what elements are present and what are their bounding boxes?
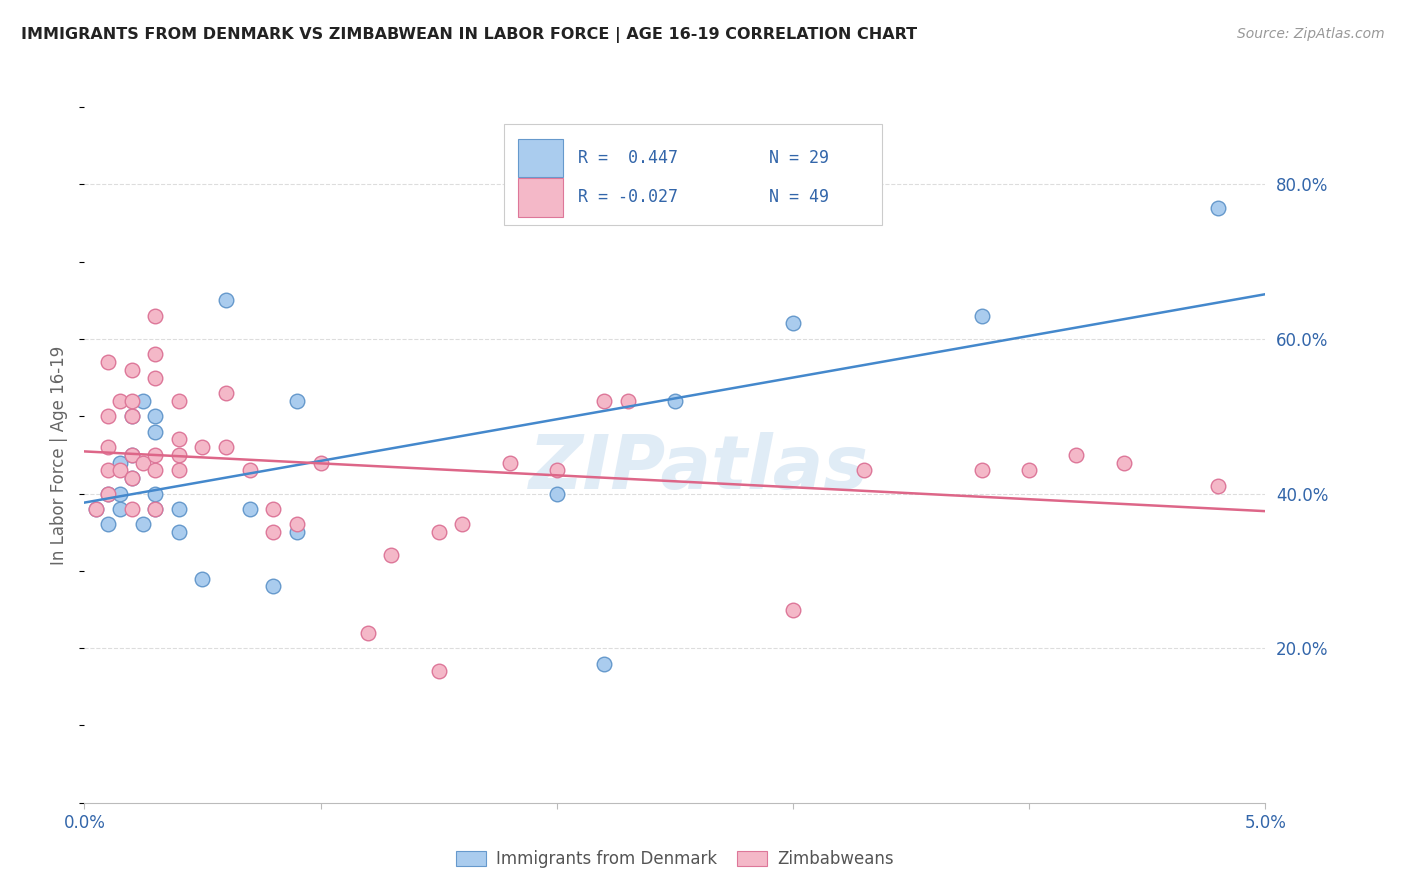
Point (121, 363, 143, 377)
Point (121, 393, 143, 408)
Point (782, 317, 804, 331)
Point (1066, 448, 1088, 462)
Point (108, 456, 131, 470)
Point (167, 525, 190, 540)
FancyBboxPatch shape (517, 178, 562, 217)
Point (97, 440, 120, 454)
Point (309, 456, 332, 470)
Point (1206, 479, 1229, 493)
Point (546, 463, 568, 477)
Point (121, 409, 143, 424)
Point (84, 502, 107, 516)
Text: ZIPatlas: ZIPatlas (529, 433, 869, 506)
Point (167, 502, 190, 516)
Point (262, 579, 284, 593)
Point (167, 433, 190, 447)
Text: N = 49: N = 49 (769, 188, 830, 206)
Point (143, 502, 166, 516)
Point (108, 463, 131, 477)
FancyBboxPatch shape (517, 138, 562, 177)
Point (132, 393, 155, 408)
Point (108, 486, 131, 500)
Point (970, 309, 993, 323)
Point (143, 502, 166, 516)
Point (357, 625, 380, 640)
Y-axis label: In Labor Force | Age 16-19: In Labor Force | Age 16-19 (51, 345, 69, 565)
Point (143, 486, 166, 500)
Point (664, 393, 686, 408)
Point (191, 440, 214, 454)
Point (191, 572, 214, 586)
Point (970, 463, 993, 477)
Point (97, 463, 120, 477)
Point (852, 463, 875, 477)
Point (1112, 456, 1135, 470)
Point (285, 517, 308, 532)
Text: IMMIGRANTS FROM DENMARK VS ZIMBABWEAN IN LABOR FORCE | AGE 16-19 CORRELATION CHA: IMMIGRANTS FROM DENMARK VS ZIMBABWEAN IN… (21, 27, 917, 43)
Point (97, 517, 120, 532)
Point (143, 409, 166, 424)
Point (143, 309, 166, 323)
Point (143, 448, 166, 462)
Point (285, 525, 308, 540)
Point (616, 393, 638, 408)
Point (143, 463, 166, 477)
Point (215, 386, 238, 401)
Point (451, 517, 474, 532)
Point (121, 448, 143, 462)
Point (167, 448, 190, 462)
Point (215, 440, 238, 454)
Point (285, 393, 308, 408)
Point (1018, 463, 1040, 477)
Text: R = -0.027: R = -0.027 (578, 188, 678, 206)
Point (97, 355, 120, 369)
Point (239, 502, 262, 516)
Text: N = 29: N = 29 (769, 149, 830, 167)
Point (97, 486, 120, 500)
Point (262, 502, 284, 516)
Point (108, 393, 131, 408)
Point (121, 448, 143, 462)
Point (498, 456, 520, 470)
Point (546, 486, 568, 500)
Point (782, 602, 804, 616)
Text: R =  0.447: R = 0.447 (578, 149, 678, 167)
Point (143, 425, 166, 439)
Point (97, 486, 120, 500)
Point (143, 347, 166, 361)
Point (132, 456, 155, 470)
Point (132, 517, 155, 532)
Point (84, 502, 107, 516)
Point (167, 393, 190, 408)
FancyBboxPatch shape (503, 124, 882, 226)
Point (427, 665, 450, 679)
Point (593, 393, 616, 408)
Point (97, 409, 120, 424)
Point (121, 471, 143, 485)
Point (121, 409, 143, 424)
Point (239, 463, 262, 477)
Point (143, 370, 166, 384)
Point (215, 293, 238, 308)
Point (593, 657, 616, 671)
Point (108, 502, 131, 516)
Point (262, 525, 284, 540)
Point (380, 549, 402, 563)
Text: Source: ZipAtlas.com: Source: ZipAtlas.com (1237, 27, 1385, 41)
Legend: Immigrants from Denmark, Zimbabweans: Immigrants from Denmark, Zimbabweans (450, 843, 900, 874)
Point (121, 502, 143, 516)
Point (167, 463, 190, 477)
Point (1206, 201, 1229, 215)
Point (427, 525, 450, 540)
Point (121, 471, 143, 485)
